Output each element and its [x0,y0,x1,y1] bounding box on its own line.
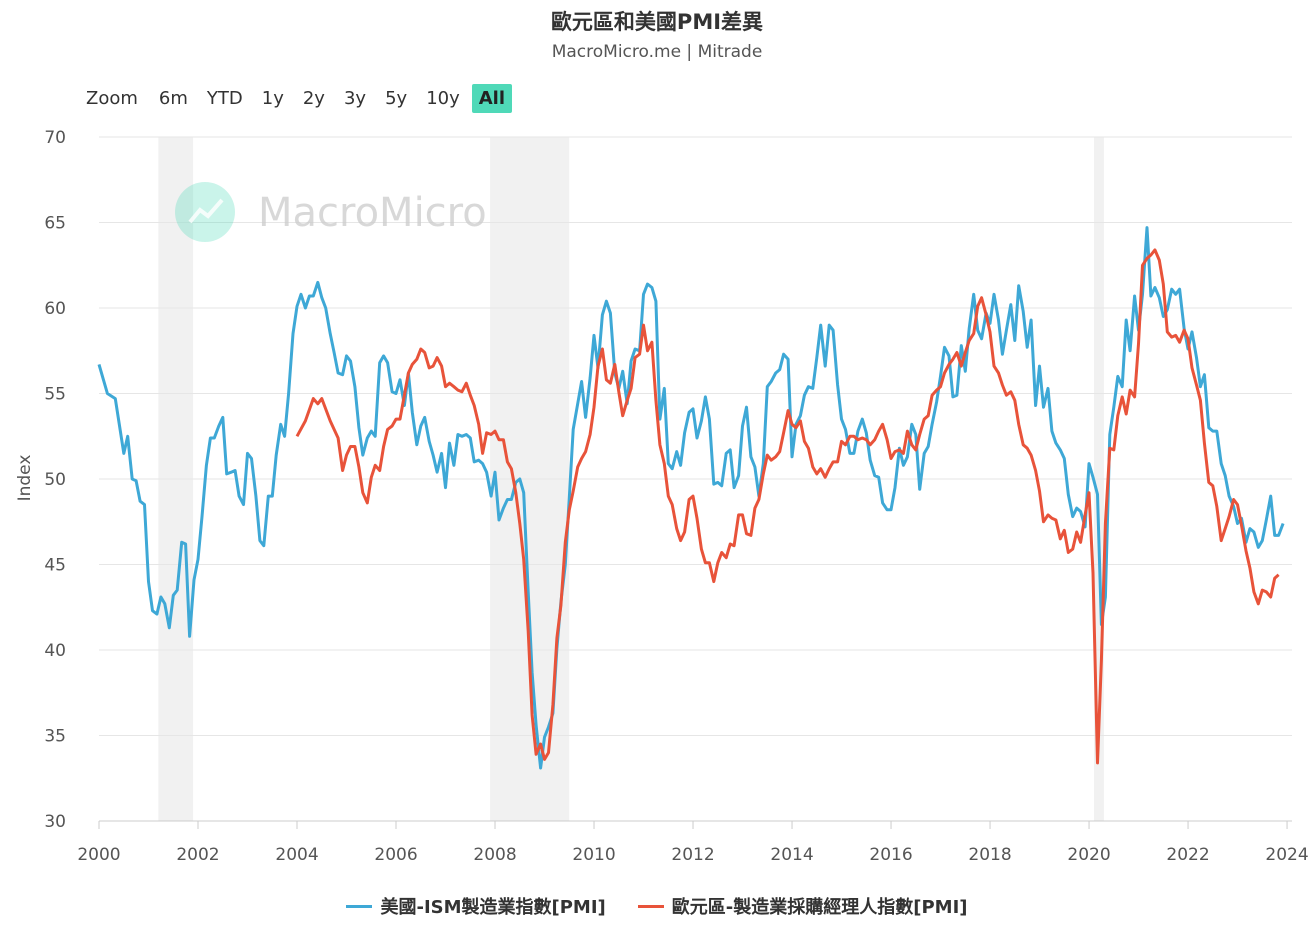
legend-swatch-us [346,904,373,908]
watermark-trend-icon [188,198,224,224]
grid-lines [99,136,1292,822]
y-tick-label: 30 [44,812,66,832]
y-tick-label: 35 [44,727,66,747]
x-tick-label: 2006 [374,845,417,865]
x-tick-label: 2018 [968,845,1011,865]
zoom-button-3y[interactable]: 3y [343,88,367,109]
y-tick-label: 70 [44,128,66,148]
chart-subtitle: MacroMicro.me | Mitrade [551,42,763,62]
watermark-text: MacroMicro [258,190,487,236]
x-tick-label: 2008 [473,845,516,865]
series-line-eurozone-pmi [295,248,1280,765]
zoom-button-ytd[interactable]: YTD [206,88,243,109]
x-tick-label: 2022 [1166,845,1209,865]
legend-item-us-ism[interactable]: 美國-ISM製造業指數[PMI] [346,893,606,919]
legend: 美國-ISM製造業指數[PMI] 歐元區-製造業採購經理人指數[PMI] [0,893,1314,919]
chart-title: 歐元區和美國PMI差異 [550,10,764,34]
y-tick-label: 55 [44,385,66,405]
x-tick-label: 2014 [770,845,813,865]
x-tick-label: 2000 [77,845,120,865]
zoom-button-6m[interactable]: 6m [158,88,188,109]
legend-label-eu: 歐元區-製造業採購經理人指數[PMI] [671,897,968,918]
y-tick-label: 65 [44,214,66,234]
x-axis: 2000 2002 2004 2006 2008 2010 2012 2014 2016 2018… [77,820,1309,865]
x-tick-label: 2004 [275,845,318,865]
zoom-button-5y[interactable]: 5y [385,88,408,109]
zoom-button-1y[interactable]: 1y [261,88,284,109]
legend-swatch-eu [637,904,664,908]
x-tick-label: 2020 [1067,845,1110,865]
zoom-button-all[interactable]: All [471,84,513,113]
zoom-button-10y[interactable]: 10y [426,88,460,109]
y-tick-label: 60 [44,299,66,319]
x-tick-label: 2024 [1265,845,1308,865]
series-lines [97,226,1285,770]
y-tick-label: 40 [44,641,66,661]
y-tick-label: 45 [44,556,66,576]
legend-item-eurozone-pmi[interactable]: 歐元區-製造業採購經理人指數[PMI] [637,893,968,919]
series-line-us-ism [97,226,1285,770]
y-axis-label: Index [15,455,35,502]
watermark: MacroMicro [175,182,487,242]
y-axis: 30 35 40 45 50 55 60 65 70 [44,128,66,832]
x-tick-label: 2010 [572,845,615,865]
x-tick-label: 2016 [869,845,912,865]
zoom-label: Zoom [86,88,138,109]
legend-label-us: 美國-ISM製造業指數[PMI] [380,897,606,918]
y-tick-label: 50 [44,470,66,490]
zoom-selector: Zoom 6m YTD 1y 2y 3y 5y 10y All [86,84,517,113]
x-tick-label: 2012 [671,845,714,865]
zoom-button-2y[interactable]: 2y [302,88,325,109]
x-tick-label: 2002 [176,845,219,865]
